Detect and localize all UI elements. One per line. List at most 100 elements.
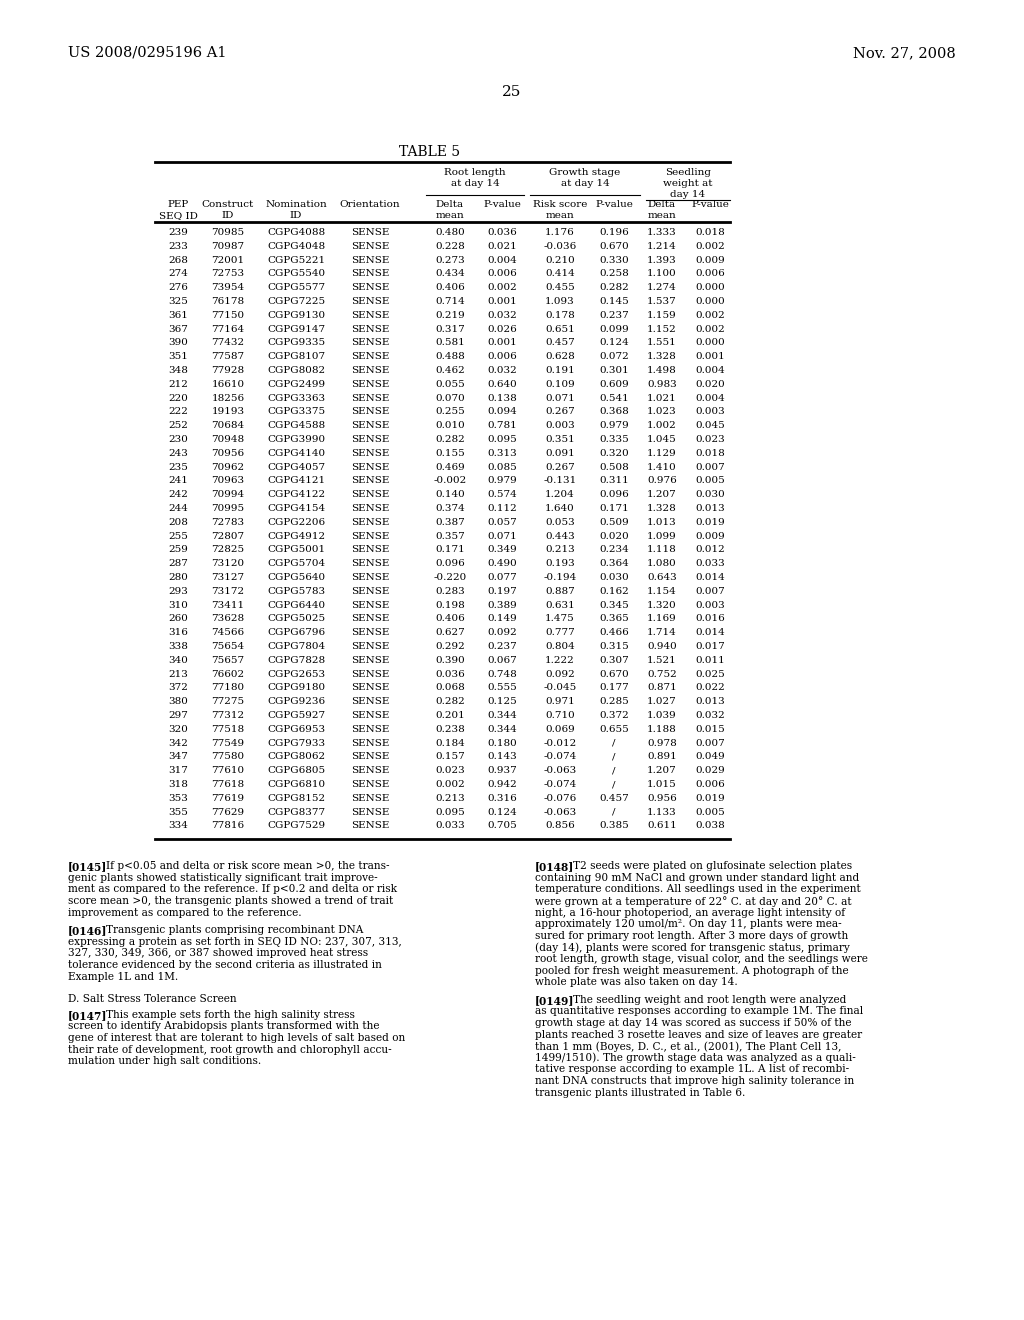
- Text: 222: 222: [168, 408, 188, 416]
- Text: 1.410: 1.410: [647, 462, 677, 471]
- Text: Growth stage
at day 14: Growth stage at day 14: [549, 168, 621, 187]
- Text: 1.207: 1.207: [647, 766, 677, 775]
- Text: CGPG9180: CGPG9180: [267, 684, 325, 693]
- Text: SENSE: SENSE: [351, 436, 389, 444]
- Text: 0.541: 0.541: [599, 393, 629, 403]
- Text: 0.983: 0.983: [647, 380, 677, 389]
- Text: 1.274: 1.274: [647, 284, 677, 292]
- Text: SENSE: SENSE: [351, 284, 389, 292]
- Text: temperature conditions. All seedlings used in the experiment: temperature conditions. All seedlings us…: [535, 884, 861, 895]
- Text: 0.198: 0.198: [435, 601, 465, 610]
- Text: CGPG2206: CGPG2206: [267, 517, 325, 527]
- Text: 0.385: 0.385: [599, 821, 629, 830]
- Text: 1.129: 1.129: [647, 449, 677, 458]
- Text: CGPG7828: CGPG7828: [267, 656, 325, 665]
- Text: 0.002: 0.002: [695, 310, 725, 319]
- Text: 75657: 75657: [211, 656, 245, 665]
- Text: 0.032: 0.032: [487, 366, 517, 375]
- Text: 77610: 77610: [211, 766, 245, 775]
- Text: 252: 252: [168, 421, 188, 430]
- Text: 0.191: 0.191: [545, 366, 574, 375]
- Text: 0.015: 0.015: [695, 725, 725, 734]
- Text: 0.049: 0.049: [695, 752, 725, 762]
- Text: CGPG5025: CGPG5025: [267, 614, 325, 623]
- Text: Delta
mean: Delta mean: [647, 201, 677, 220]
- Text: 0.283: 0.283: [435, 587, 465, 595]
- Text: 77619: 77619: [211, 793, 245, 803]
- Text: -0.045: -0.045: [544, 684, 577, 693]
- Text: 0.581: 0.581: [435, 338, 465, 347]
- Text: P-value: P-value: [483, 201, 521, 209]
- Text: 77164: 77164: [211, 325, 245, 334]
- Text: 0.138: 0.138: [487, 393, 517, 403]
- Text: 0.006: 0.006: [487, 269, 517, 279]
- Text: 0.124: 0.124: [487, 808, 517, 817]
- Text: 0.351: 0.351: [545, 436, 574, 444]
- Text: 0.092: 0.092: [487, 628, 517, 638]
- Text: 0.124: 0.124: [599, 338, 629, 347]
- Text: 0.018: 0.018: [695, 228, 725, 238]
- Text: 1.176: 1.176: [545, 228, 574, 238]
- Text: 0.045: 0.045: [695, 421, 725, 430]
- Text: SENSE: SENSE: [351, 628, 389, 638]
- Text: 0.014: 0.014: [695, 628, 725, 638]
- Text: 0.155: 0.155: [435, 449, 465, 458]
- Text: 0.389: 0.389: [487, 601, 517, 610]
- Text: SENSE: SENSE: [351, 752, 389, 762]
- Text: CGPG4122: CGPG4122: [267, 490, 325, 499]
- Text: 241: 241: [168, 477, 188, 486]
- Text: 1.045: 1.045: [647, 436, 677, 444]
- Text: 0.609: 0.609: [599, 380, 629, 389]
- Text: 235: 235: [168, 462, 188, 471]
- Text: 310: 310: [168, 601, 188, 610]
- Text: CGPG6953: CGPG6953: [267, 725, 325, 734]
- Text: SENSE: SENSE: [351, 545, 389, 554]
- Text: 70956: 70956: [211, 449, 245, 458]
- Text: CGPG8152: CGPG8152: [267, 793, 325, 803]
- Text: SENSE: SENSE: [351, 573, 389, 582]
- Text: SENSE: SENSE: [351, 338, 389, 347]
- Text: [0146]: [0146]: [68, 925, 108, 936]
- Text: 342: 342: [168, 739, 188, 747]
- Text: 0.267: 0.267: [545, 408, 574, 416]
- Text: 233: 233: [168, 242, 188, 251]
- Text: 0.000: 0.000: [695, 297, 725, 306]
- Text: 70987: 70987: [211, 242, 245, 251]
- Text: 0.317: 0.317: [435, 325, 465, 334]
- Text: SENSE: SENSE: [351, 684, 389, 693]
- Text: 0.005: 0.005: [695, 808, 725, 817]
- Text: 0.177: 0.177: [599, 684, 629, 693]
- Text: SENSE: SENSE: [351, 228, 389, 238]
- Text: 320: 320: [168, 725, 188, 734]
- Text: 1.021: 1.021: [647, 393, 677, 403]
- Text: 0.856: 0.856: [545, 821, 574, 830]
- Text: 316: 316: [168, 628, 188, 638]
- Text: 0.469: 0.469: [435, 462, 465, 471]
- Text: CGPG5704: CGPG5704: [267, 560, 325, 568]
- Text: 76178: 76178: [211, 297, 245, 306]
- Text: CGPG8062: CGPG8062: [267, 752, 325, 762]
- Text: 0.077: 0.077: [487, 573, 517, 582]
- Text: 0.804: 0.804: [545, 642, 574, 651]
- Text: 1.714: 1.714: [647, 628, 677, 638]
- Text: CGPG9236: CGPG9236: [267, 697, 325, 706]
- Text: SENSE: SENSE: [351, 310, 389, 319]
- Text: 77587: 77587: [211, 352, 245, 362]
- Text: 276: 276: [168, 284, 188, 292]
- Text: SENSE: SENSE: [351, 587, 389, 595]
- Text: 243: 243: [168, 449, 188, 458]
- Text: 1.537: 1.537: [647, 297, 677, 306]
- Text: whole plate was also taken on day 14.: whole plate was also taken on day 14.: [535, 977, 737, 987]
- Text: 0.038: 0.038: [695, 821, 725, 830]
- Text: 0.942: 0.942: [487, 780, 517, 789]
- Text: 1.188: 1.188: [647, 725, 677, 734]
- Text: 0.213: 0.213: [545, 545, 574, 554]
- Text: CGPG5783: CGPG5783: [267, 587, 325, 595]
- Text: 0.068: 0.068: [435, 684, 465, 693]
- Text: transgenic plants illustrated in Table 6.: transgenic plants illustrated in Table 6…: [535, 1088, 745, 1098]
- Text: CGPG4057: CGPG4057: [267, 462, 325, 471]
- Text: CGPG9130: CGPG9130: [267, 310, 325, 319]
- Text: 0.140: 0.140: [435, 490, 465, 499]
- Text: 0.219: 0.219: [435, 310, 465, 319]
- Text: PEP
SEQ ID: PEP SEQ ID: [159, 201, 198, 220]
